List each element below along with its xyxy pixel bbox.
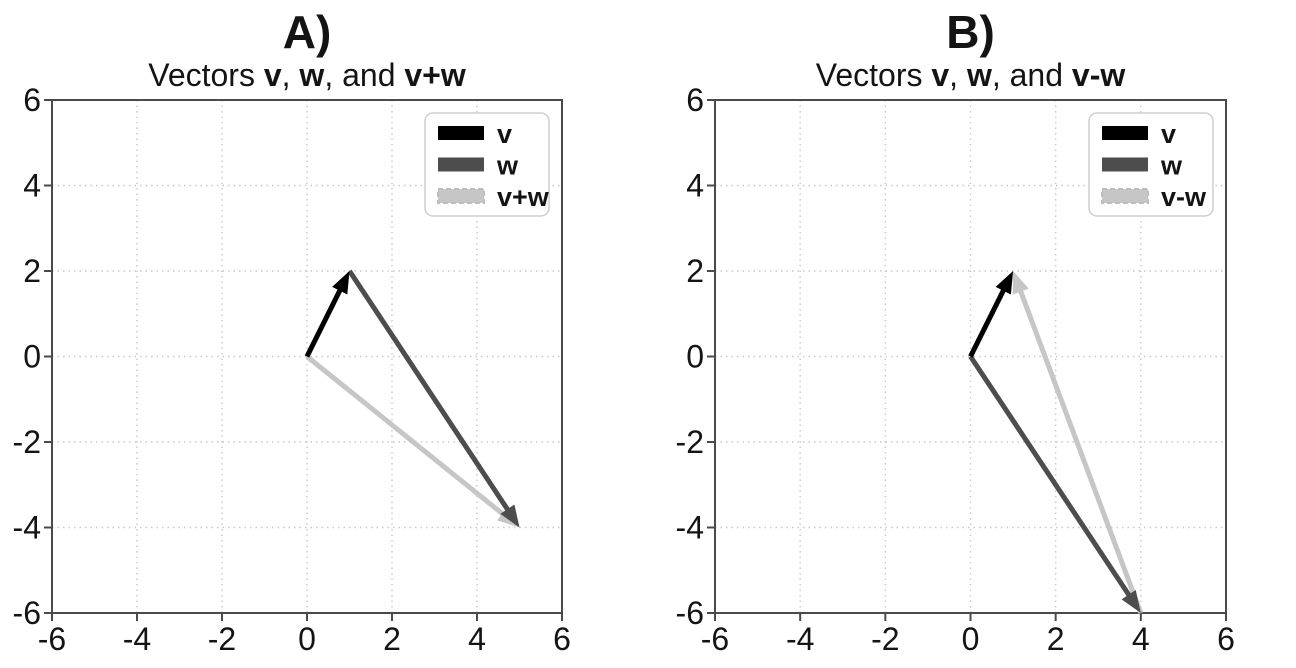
- y-tick-label: 2: [23, 253, 41, 289]
- chart-subtitle: Vectors v, w, and v+w: [148, 57, 466, 93]
- x-tick-label: 4: [468, 621, 486, 657]
- vectors: [304, 269, 520, 528]
- y-tick-label: 0: [23, 339, 41, 375]
- vector-shaft: [968, 286, 1007, 358]
- y-tick-label: 4: [23, 168, 41, 204]
- y-tick-label: 6: [686, 82, 704, 118]
- subtitle-part: v: [264, 57, 282, 93]
- x-tick-label: 2: [1047, 621, 1065, 657]
- y-tick-label: 4: [686, 168, 704, 204]
- y-tick-label: -6: [13, 595, 41, 631]
- subtitle-part: w: [966, 57, 992, 93]
- vector-v-w: [1012, 271, 1144, 614]
- x-tick-label: 2: [383, 621, 401, 657]
- x-tick-label: -6: [38, 621, 66, 657]
- legend-swatch-v: [438, 126, 484, 140]
- legend-swatch-w: [1102, 157, 1148, 172]
- x-tick-label: -6: [701, 621, 729, 657]
- subtitle-part: , and: [992, 57, 1072, 93]
- x-tick-label: 6: [1217, 621, 1235, 657]
- subtitle-part: w: [298, 57, 324, 93]
- x-tick-label: -4: [786, 621, 814, 657]
- x-tick-label: -2: [871, 621, 899, 657]
- x-tick-label: -4: [123, 621, 151, 657]
- vector-arrowhead: [332, 271, 350, 295]
- vector-shaft: [347, 269, 512, 514]
- vector-shaft: [1017, 287, 1144, 614]
- y-tick-label: 6: [23, 82, 41, 118]
- subtitle-part: Vectors: [816, 57, 932, 93]
- vector-shaft: [305, 354, 507, 518]
- vector-shaft: [968, 355, 1133, 599]
- legend-label-v: v: [497, 119, 512, 149]
- panel-label: B): [946, 6, 995, 58]
- vector-shaft: [304, 286, 344, 358]
- subtitle-part: v: [931, 57, 949, 93]
- axes-border: [714, 99, 1227, 614]
- y-tick-label: -6: [676, 595, 704, 631]
- legend-swatch-w: [438, 157, 484, 172]
- vectors: [968, 271, 1144, 614]
- subtitle-part: Vectors: [148, 57, 264, 93]
- y-tick-label: -2: [13, 424, 41, 460]
- ticks: -6 -4 -2 0 2 4 6 -6 -4 -2 0 2 4 6: [13, 82, 571, 657]
- legend-swatch-v-w: [1101, 188, 1149, 204]
- subtitle-part: v+w: [404, 57, 465, 93]
- subplot-b: -6 -4 -2 0 2 4 6 -6 -4 -2 0 2 4 6 v w v-w B) Vectors v, w,…: [648, 0, 1296, 668]
- vector-v: [968, 271, 1014, 358]
- legend-label-w: w: [1160, 151, 1183, 181]
- x-tick-label: 0: [962, 621, 980, 657]
- x-tick-label: -2: [208, 621, 236, 657]
- ticks: -6 -4 -2 0 2 4 6 -6 -4 -2 0 2 4 6: [676, 82, 1235, 657]
- y-tick-label: 0: [686, 339, 704, 375]
- subtitle-part: ,: [949, 57, 967, 93]
- y-tick-label: -2: [676, 424, 704, 460]
- vector-w: [968, 355, 1141, 613]
- y-tick-label: -4: [13, 510, 41, 546]
- vector-arrowhead: [500, 504, 520, 528]
- vector-arrowhead: [1121, 589, 1141, 613]
- subtitle-part: ,: [282, 57, 300, 93]
- subtitle-part: v-w: [1072, 57, 1125, 93]
- legend-label-v: v: [1161, 119, 1176, 149]
- legend: vwv-w: [1088, 112, 1214, 217]
- y-tick-label: 2: [686, 253, 704, 289]
- vector-arrowhead: [1012, 271, 1029, 295]
- legend-label-v+w: v+w: [497, 182, 550, 212]
- chart-subtitle: Vectors v, w, and v-w: [816, 57, 1126, 93]
- legend-label-w: w: [496, 151, 519, 181]
- subplot-a: -6 -4 -2 0 2 4 6 -6 -4 -2 0 2 4 6 v w v+w A) Vectors v, w,…: [13, 6, 571, 657]
- axes-border: [51, 99, 563, 614]
- x-tick-label: 4: [1132, 621, 1150, 657]
- x-tick-label: 6: [553, 621, 571, 657]
- vector-w: [347, 269, 520, 528]
- panel-label: A): [283, 6, 332, 58]
- legend-swatch-v+w: [437, 188, 485, 204]
- subtitle-part: , and: [324, 57, 404, 93]
- legend-label-v-w: v-w: [1161, 182, 1207, 212]
- vector-v: [304, 271, 350, 358]
- legend: vwv+w: [424, 112, 550, 217]
- x-tick-label: 0: [298, 621, 316, 657]
- vector-arrowhead: [995, 271, 1014, 295]
- legend-swatch-v: [1102, 126, 1148, 140]
- y-tick-label: -4: [676, 510, 704, 546]
